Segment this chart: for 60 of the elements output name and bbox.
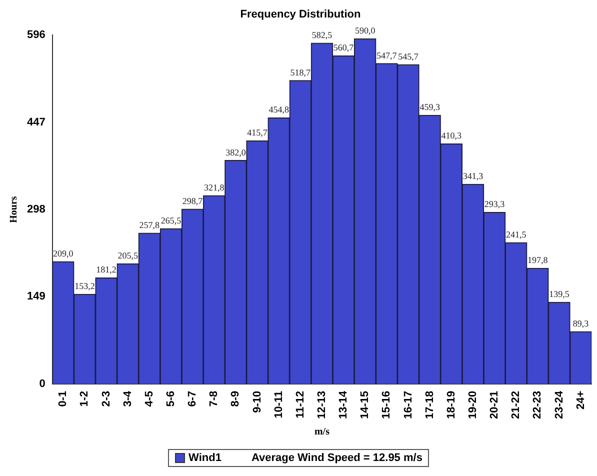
data-label: 139,5: [549, 289, 570, 300]
data-label: 547,7: [376, 50, 398, 60]
x-tick-label: 4-5: [143, 390, 156, 407]
x-tick-label: 5-6: [165, 390, 178, 407]
x-tick-label: 16-17: [402, 390, 414, 420]
x-tick-label: 1-2: [78, 390, 91, 407]
data-label: 382,0: [226, 147, 246, 158]
x-tick-label: 3-4: [122, 390, 134, 407]
data-label: 209,0: [53, 248, 74, 258]
data-label: 181,2: [96, 264, 116, 275]
x-tick-label: 23-24: [553, 390, 566, 420]
data-label: 321,8: [204, 182, 225, 192]
y-tick-label: 298: [26, 204, 46, 216]
y-tick-label: 447: [26, 116, 46, 128]
data-label: 205,5: [118, 250, 138, 261]
x-tick-label: 20-21: [488, 390, 501, 420]
chart-title: Frequency Distribution: [240, 8, 361, 21]
data-label: 293,3: [484, 199, 506, 210]
x-tick-label: 0-1: [57, 390, 70, 407]
x-tick-label: 9-10: [251, 390, 264, 413]
data-label: 560,7: [333, 42, 354, 53]
data-label: 459,3: [420, 102, 440, 112]
text: Wind1: [188, 452, 222, 464]
x-tick-label: 24+: [574, 390, 587, 410]
data-label: 241,5: [506, 229, 527, 240]
text: Average Wind Speed = 12.95 m/s: [251, 452, 422, 464]
x-axis-title: m/s: [314, 426, 330, 438]
x-tick-label: 7-8: [208, 390, 220, 407]
x-tick-label: 2-3: [100, 390, 112, 407]
data-label: 257,8: [139, 220, 160, 230]
data-label: 89,3: [572, 318, 590, 328]
data-label: 197,8: [528, 255, 548, 266]
x-tick-label: 17-18: [424, 390, 436, 420]
data-label: 298,7: [182, 196, 204, 206]
x-tick-label: 8-9: [230, 390, 242, 407]
x-tick-label: 6-7: [186, 390, 199, 407]
data-label: 545,7: [398, 51, 419, 62]
x-tick-label: 10-11: [272, 390, 285, 418]
x-tick-label: 22-23: [532, 390, 544, 420]
y-axis-title: Hours: [8, 196, 20, 223]
x-tick-label: 13-14: [338, 390, 350, 420]
x-tick-label: 14-15: [359, 390, 372, 420]
data-label: 153,2: [74, 281, 95, 292]
x-tick-label: 12-13: [316, 390, 328, 420]
x-tick-label: 21-22: [510, 390, 522, 420]
data-label: 410,3: [441, 130, 462, 141]
x-tick-label: 11-12: [294, 390, 306, 418]
data-label: 415,7: [247, 128, 268, 138]
data-label: 454,8: [268, 104, 290, 115]
data-label: 341,3: [462, 171, 484, 182]
x-tick-label: 18-19: [445, 390, 458, 420]
y-tick-label: 149: [26, 290, 46, 303]
data-label: 590,0: [354, 26, 376, 36]
x-tick-label: 19-20: [466, 390, 479, 420]
x-tick-label: 15-16: [380, 390, 393, 420]
data-label: 265,5: [160, 215, 182, 226]
y-tick-label: 596: [26, 29, 46, 42]
data-label: 518,7: [290, 67, 312, 78]
y-tick-label: 0: [39, 378, 46, 390]
data-label: 582,5: [312, 30, 333, 40]
